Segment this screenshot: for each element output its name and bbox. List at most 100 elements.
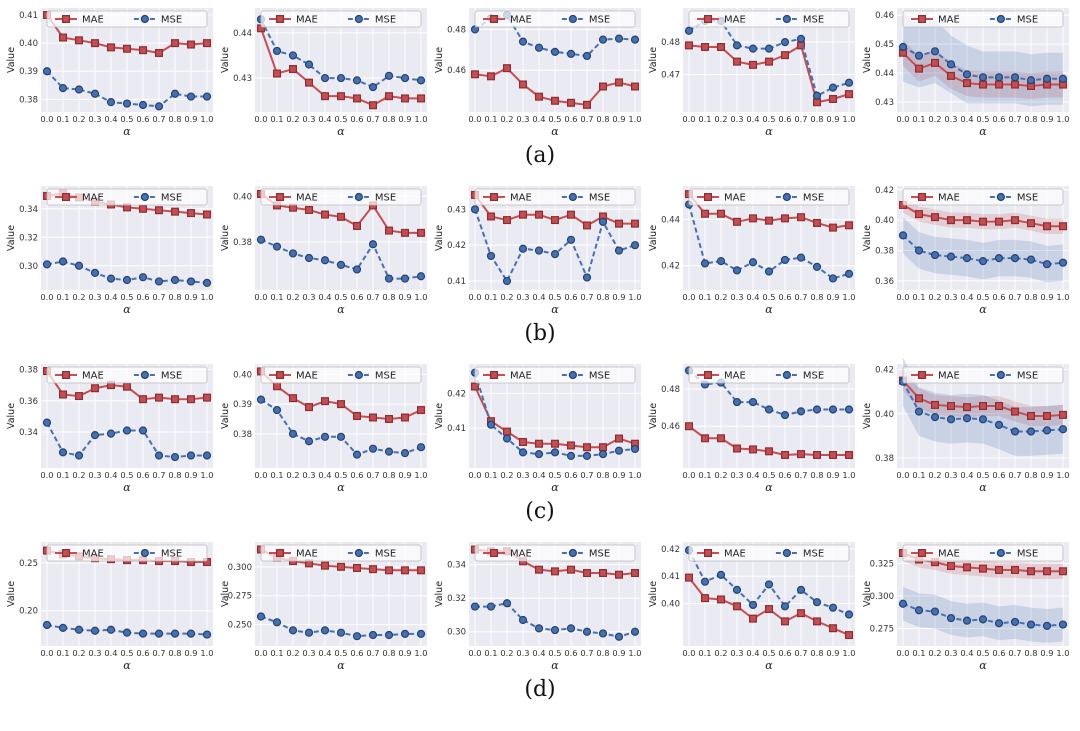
mae-series [256, 24, 426, 110]
svg-text:0.4: 0.4 [746, 470, 759, 480]
svg-text:0.6: 0.6 [136, 114, 149, 124]
svg-text:0.38: 0.38 [875, 454, 894, 464]
svg-text:0.2: 0.2 [72, 292, 85, 302]
svg-text:0.5: 0.5 [976, 292, 989, 302]
legend-mae-label: MAE [510, 549, 532, 560]
legend: MAE MSE [902, 544, 1064, 562]
svg-text:0.2: 0.2 [286, 114, 299, 124]
svg-text:0.46: 0.46 [875, 11, 894, 21]
svg-text:0.0: 0.0 [40, 292, 53, 302]
svg-text:1.0: 1.0 [414, 648, 427, 658]
legend-mse-marker [782, 14, 791, 24]
svg-text:0.48: 0.48 [447, 25, 466, 35]
svg-text:0.20: 0.20 [19, 607, 38, 617]
legend-mae-marker [61, 193, 70, 202]
legend-mae-marker [275, 15, 284, 24]
svg-text:0.39: 0.39 [19, 67, 38, 77]
svg-text:0.7: 0.7 [366, 114, 379, 124]
chart-a1: MAE MSE 0.38 0.39 0.40 0.41 0.0 0.1 0.2 0.3 0.4 0.5… [6, 8, 214, 138]
legend-mse-marker [996, 370, 1005, 380]
x-axis-label: α [337, 659, 345, 672]
legend-mae-label: MAE [82, 193, 104, 204]
svg-text:0.46: 0.46 [447, 66, 466, 76]
svg-text:0.6: 0.6 [564, 292, 577, 302]
svg-text:0.9: 0.9 [1040, 470, 1053, 480]
svg-text:0.8: 0.8 [1024, 114, 1037, 124]
mse-series [256, 235, 426, 283]
svg-text:0.7: 0.7 [152, 292, 165, 302]
axis-labels: 0.46 0.48 0.0 0.1 0.2 0.3 0.4 0.5 0.6 0.7 0.8 0.9 1.… [447, 25, 642, 124]
svg-text:0.1: 0.1 [484, 470, 497, 480]
axis-labels: 0.34 0.36 0.38 0.0 0.1 0.2 0.3 0.4 0.5 0.6 0.7 0.8 0… [19, 365, 214, 480]
svg-text:0.3: 0.3 [730, 114, 743, 124]
mse-series [470, 368, 640, 460]
svg-text:0.6: 0.6 [992, 292, 1005, 302]
svg-text:0.5: 0.5 [976, 648, 989, 658]
svg-text:0.8: 0.8 [168, 114, 181, 124]
svg-text:1.0: 1.0 [842, 292, 855, 302]
mae-series [470, 382, 640, 452]
svg-text:0.3: 0.3 [516, 470, 529, 480]
svg-text:0.7: 0.7 [580, 648, 593, 658]
legend-mae-label: MAE [82, 549, 104, 560]
legend-mae-marker [703, 549, 712, 558]
svg-text:0.3: 0.3 [88, 292, 101, 302]
svg-text:0.8: 0.8 [1024, 470, 1037, 480]
chart-row-b-charts: MAE MSE 0.30 0.32 0.34 0.0 0.1 0.2 0.3 0.4 0.5 0.6 0… [0, 180, 1080, 320]
svg-text:0.1: 0.1 [270, 292, 283, 302]
axis-labels: 0.38 0.40 0.0 0.1 0.2 0.3 0.4 0.5 0.6 0.7 0.8 0.9 1.… [233, 192, 428, 302]
svg-text:0.4: 0.4 [532, 292, 545, 302]
svg-text:0.7: 0.7 [152, 114, 165, 124]
axis-labels: 0.42 0.44 0.0 0.1 0.2 0.3 0.4 0.5 0.6 0.7 0.8 0.9 1.… [661, 216, 856, 302]
x-axis-label: α [337, 125, 345, 138]
legend: MAE MSE [474, 366, 636, 384]
svg-text:1.0: 1.0 [200, 648, 213, 658]
svg-text:0.1: 0.1 [270, 648, 283, 658]
svg-text:0.7: 0.7 [366, 292, 379, 302]
svg-text:0.0: 0.0 [896, 292, 909, 302]
x-axis-label: α [123, 125, 131, 138]
svg-text:0.40: 0.40 [233, 370, 252, 380]
svg-text:0.7: 0.7 [1008, 648, 1021, 658]
mse-series [898, 599, 1068, 630]
legend-mse-marker [140, 192, 149, 202]
svg-text:0.4: 0.4 [104, 648, 117, 658]
svg-text:0.42: 0.42 [661, 545, 680, 555]
x-axis-label: α [979, 659, 987, 672]
svg-text:0.8: 0.8 [810, 648, 823, 658]
axis-labels: 0.40 0.41 0.42 0.0 0.1 0.2 0.3 0.4 0.5 0.6 0.7 0.8 0… [661, 545, 856, 658]
svg-text:0.1: 0.1 [484, 292, 497, 302]
svg-text:0.3: 0.3 [516, 648, 529, 658]
svg-text:0.0: 0.0 [254, 470, 267, 480]
mse-band [903, 586, 1063, 643]
legend-mse-marker [996, 192, 1005, 202]
svg-text:0.7: 0.7 [152, 648, 165, 658]
legend-mse-marker [782, 370, 791, 380]
svg-text:0.4: 0.4 [532, 648, 545, 658]
svg-text:0.43: 0.43 [875, 98, 894, 108]
svg-text:0.38: 0.38 [19, 365, 38, 375]
svg-text:0.9: 0.9 [184, 648, 197, 658]
chart-row-d-charts: MAE MSE 0.20 0.25 0.0 0.1 0.2 0.3 0.4 0.5 0.6 0.7 0.… [0, 536, 1080, 676]
x-axis-label: α [979, 125, 987, 138]
svg-text:0.7: 0.7 [366, 470, 379, 480]
svg-text:0.4: 0.4 [746, 292, 759, 302]
svg-text:0.7: 0.7 [152, 470, 165, 480]
svg-text:0.7: 0.7 [794, 292, 807, 302]
svg-text:0.40: 0.40 [661, 600, 680, 610]
svg-text:0.9: 0.9 [398, 292, 411, 302]
legend-mse-label: MSE [803, 549, 824, 560]
svg-text:0.3: 0.3 [944, 114, 957, 124]
legend-mae-label: MAE [82, 15, 104, 26]
svg-text:0.5: 0.5 [762, 292, 775, 302]
legend-mae-label: MAE [938, 193, 960, 204]
svg-text:0.3: 0.3 [88, 114, 101, 124]
chart-row-a-charts: MAE MSE 0.38 0.39 0.40 0.41 0.0 0.1 0.2 0.3 0.4 0.5… [0, 2, 1080, 142]
svg-text:0.5: 0.5 [334, 114, 347, 124]
svg-text:0.2: 0.2 [714, 470, 727, 480]
svg-text:1.0: 1.0 [1056, 114, 1069, 124]
